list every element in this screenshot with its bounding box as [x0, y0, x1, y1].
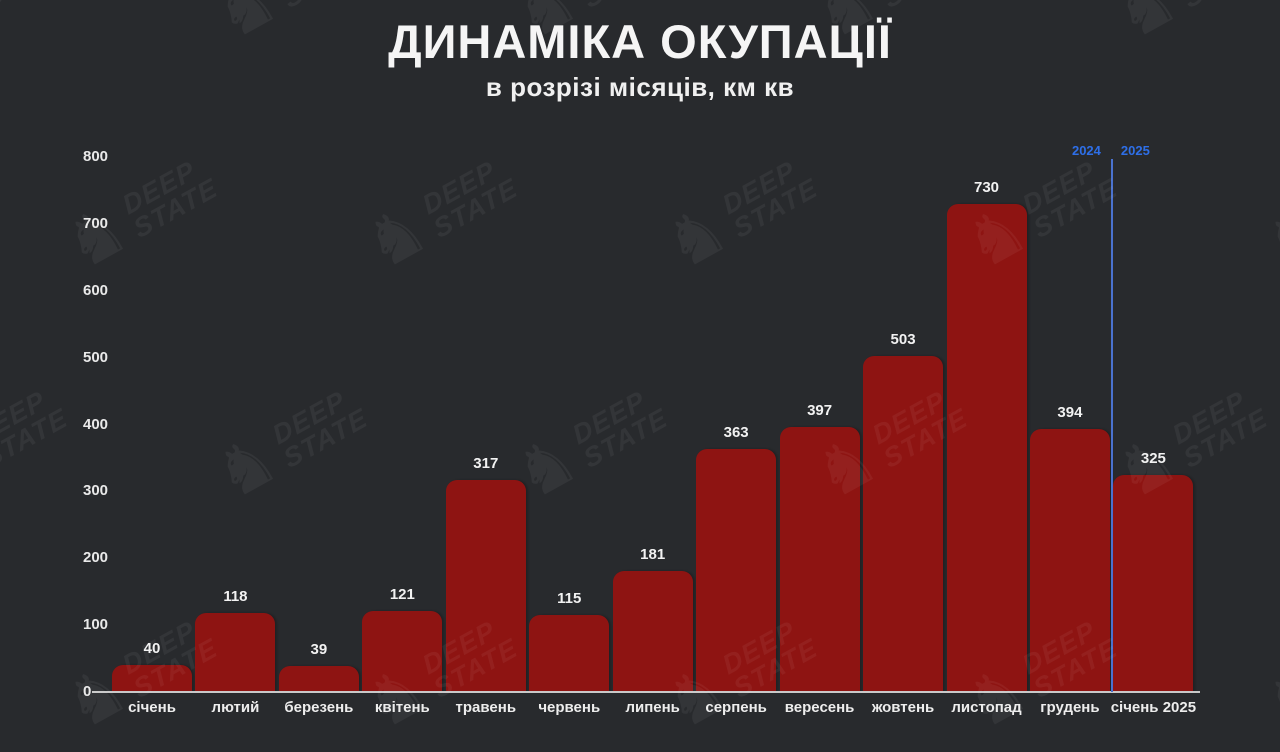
x-axis-category-label: жовтень [871, 699, 935, 716]
y-axis-tick-label: 300 [83, 482, 109, 500]
x-axis-baseline [92, 691, 1200, 693]
x-axis-category-label: травень [455, 699, 517, 716]
bar-value-label: 39 [310, 640, 328, 658]
bar-9 [779, 426, 860, 692]
chart-title: ДИНАМІКА ОКУПАЦІЇ [388, 15, 892, 68]
bar-7 [612, 570, 693, 692]
bar-value-label: 730 [973, 178, 1000, 196]
y-axis-tick-label: 400 [83, 415, 109, 433]
bar-value-label: 118 [223, 588, 248, 606]
y-axis-tick-label: 0 [83, 683, 92, 700]
bar-value-label: 503 [890, 330, 916, 348]
year-divider-line [1110, 159, 1113, 692]
y-axis-tick-label: 100 [83, 616, 109, 634]
bar-10 [863, 355, 944, 692]
y-axis-tick-label: 800 [83, 148, 109, 165]
x-axis-category-label: липень [625, 699, 680, 716]
bar-value-label: 317 [473, 455, 499, 472]
bar-value-label: 121 [389, 586, 415, 604]
bar-4 [362, 611, 443, 692]
y-axis-tick-label: 700 [83, 214, 109, 232]
y-axis-tick-label: 500 [83, 348, 109, 366]
bar-value-label: 394 [1057, 403, 1083, 421]
x-axis-category-label: червень [538, 699, 601, 716]
year-label-2025: 2025 [1120, 143, 1150, 158]
bar-8 [696, 449, 777, 692]
bar-value-label: 363 [723, 424, 749, 442]
bar-13 [1113, 474, 1194, 692]
x-axis-category-label: січень 2025 [1110, 699, 1197, 716]
bar-value-label: 181 [640, 545, 666, 563]
bar-value-label: 40 [143, 640, 161, 658]
x-axis-category-label: листопад [951, 699, 1022, 716]
bar-1 [112, 665, 192, 692]
chart-subtitle: в розрізі місяців, км кв [485, 71, 795, 102]
x-axis-category-label: березень [284, 699, 354, 716]
bar-value-label: 115 [557, 590, 582, 608]
x-axis-category-label: січень [128, 699, 176, 716]
y-axis-tick-label: 600 [83, 281, 109, 299]
year-label-2024: 2024 [1071, 143, 1101, 158]
x-axis-category-label: лютий [211, 699, 260, 716]
bar-6 [529, 615, 610, 692]
x-axis-category-label: серпень [705, 699, 767, 716]
x-axis-category-label: грудень [1040, 699, 1100, 716]
bar-value-label: 397 [807, 401, 833, 419]
bar-2 [195, 613, 276, 692]
bar-3 [278, 665, 359, 692]
bar-5 [445, 480, 526, 692]
bar-11 [946, 203, 1027, 692]
bar-value-label: 325 [1140, 449, 1166, 467]
x-axis-category-label: вересень [784, 699, 855, 716]
bar-12 [1029, 428, 1110, 692]
y-axis-tick-label: 200 [83, 549, 109, 567]
chart-header: ДИНАМІКА ОКУПАЦІЇ в розрізі місяців, км … [0, 0, 1280, 103]
x-axis-category-label: квітень [374, 699, 430, 716]
